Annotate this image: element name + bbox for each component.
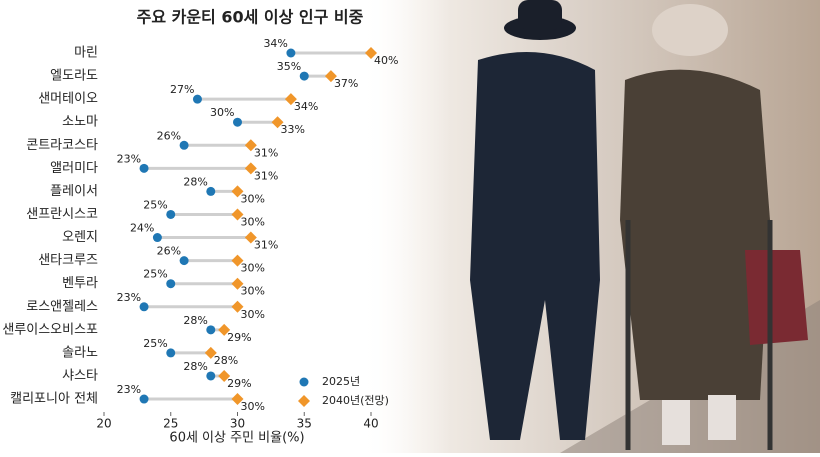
category-label: 샌프란시스코 [26,207,98,222]
diamond-2040 [324,70,337,83]
dot-2025 [166,209,176,219]
value-label: 25% [143,337,167,350]
category-label: 콘트라코스타 [26,138,98,153]
value-label: 30% [241,215,265,228]
diamond-2040 [231,393,244,406]
dot-2025 [233,117,242,127]
diamond-2040 [244,231,257,244]
category-label: 로스앤젤레스 [26,299,98,314]
dot-2025 [179,256,189,266]
value-label: 23% [117,152,141,165]
dot-2025 [299,71,309,81]
value-label: 27% [170,83,194,96]
value-label: 35% [277,60,301,73]
value-label: 34% [294,100,318,113]
value-label: 30% [241,308,265,321]
category-label: 솔라노 [62,345,98,360]
dot-2025 [139,163,149,173]
value-label: 24% [130,222,154,235]
dot-2025 [206,186,216,196]
dot-2025 [179,140,189,150]
diamond-2040 [244,162,257,175]
x-tick-label: 30 [230,417,245,431]
x-tick-label: 20 [96,417,111,431]
category-label: 샤스타 [62,368,98,383]
dot-2025 [166,348,176,358]
diamond-2040 [218,323,231,336]
value-label: 31% [254,169,278,182]
diamond-2040 [271,116,284,129]
legend-marker [298,395,310,407]
diamond-2040 [231,208,244,221]
x-tick-label: 40 [363,417,378,431]
legend-label: 2025년 [322,375,360,388]
legend-marker [299,377,309,387]
value-label: 29% [227,331,251,344]
dot-2025 [206,325,216,335]
x-tick-label: 35 [297,417,312,431]
dot-2025 [286,48,296,58]
dot-2025 [152,233,162,243]
value-label: 25% [143,268,167,281]
category-label: 플레이서 [50,184,98,199]
chart-title: 주요 카운티 60세 이상 인구 비중 [137,8,364,27]
dot-2025 [206,371,216,381]
value-label: 30% [241,262,265,275]
value-label: 28% [183,360,207,373]
value-label: 37% [334,77,358,90]
diamond-2040 [204,346,217,359]
value-label: 26% [157,129,181,142]
category-label: 앨러미다 [50,161,98,176]
value-label: 23% [117,383,141,396]
value-label: 30% [241,192,265,205]
dot-2025 [166,279,176,289]
category-label: 오렌지 [62,230,98,245]
value-label: 34% [263,37,287,50]
value-label: 28% [183,175,207,188]
value-label: 30% [241,400,265,413]
category-label: 벤투라 [62,276,98,291]
value-label: 28% [183,314,207,327]
category-label: 샌머테이오 [38,92,98,107]
diamond-2040 [231,254,244,267]
legend-label: 2040년(전망) [322,394,389,407]
category-label: 소노마 [62,115,98,130]
diamond-2040 [218,369,231,382]
category-label: 캘리포니아 전체 [10,392,98,407]
value-label: 31% [254,146,278,159]
value-label: 40% [374,54,398,67]
category-label: 엘도라도 [50,69,98,84]
value-label: 30% [210,106,234,119]
value-label: 26% [157,245,181,258]
diamond-2040 [284,93,297,106]
dot-2025 [139,394,149,404]
category-label: 샌루이스오비스포 [2,322,98,337]
value-label: 31% [254,239,278,252]
diamond-2040 [231,300,244,313]
diamond-2040 [365,47,377,59]
x-tick-label: 25 [163,417,178,431]
value-label: 28% [214,354,238,367]
x-axis-label: 60세 이상 주민 비율(%) [169,431,304,446]
category-label: 마린 [74,46,98,61]
diamond-2040 [231,277,244,290]
category-label: 샌타크루즈 [38,253,98,268]
value-label: 30% [241,285,265,298]
dot-2025 [192,94,202,104]
diamond-2040 [244,139,257,152]
value-label: 33% [281,123,305,136]
value-label: 23% [117,291,141,304]
value-label: 25% [143,198,167,211]
photo [360,0,820,453]
value-label: 29% [227,377,251,390]
dot-2025 [139,302,149,312]
diamond-2040 [231,185,244,198]
